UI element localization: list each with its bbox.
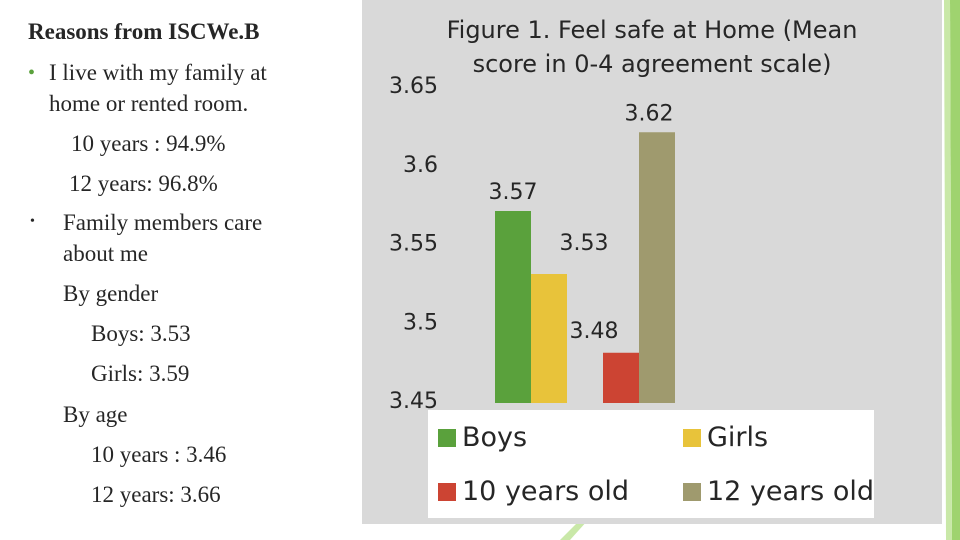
bar-10-years-old [603,352,639,403]
stat-12-years: 12 years: 96.8% [69,171,218,196]
data-label-boys: 3.57 [489,180,538,205]
chart-title-line-1: Figure 1. Feel safe at Home (Mean [447,16,858,44]
y-tick-label: 3.65 [389,74,438,99]
age-10-score: 10 years : 3.46 [91,442,227,467]
legend-12-years-label: 12 years old [707,476,874,507]
y-tick-label: 3.6 [403,153,438,178]
legend-boys-label: Boys [462,422,528,453]
boys-score: Boys: 3.53 [91,321,191,346]
legend-12-years: 12 years old [683,476,874,507]
legend-girls-swatch [683,428,701,447]
legend-12-years-swatch [683,482,701,501]
legend-girls-label: Girls [707,422,769,453]
bullet-icon: • [30,214,35,229]
legend-10-years-swatch [438,482,456,501]
bar-boys [495,211,531,403]
reasons-text-panel: Reasons from ISCWe.B • I live with my fa… [0,0,355,540]
y-tick-label: 3.55 [389,232,438,257]
legend-10-years-label: 10 years old [462,476,629,507]
girls-score: Girls: 3.59 [91,361,190,386]
by-age-label: By age [63,402,128,427]
legend-girls: Girls [683,422,768,453]
bar-12-years-old [639,132,675,403]
legend-boys: Boys [438,422,527,453]
data-label-12-years-old: 3.62 [625,101,674,126]
stat-10-years: 10 years : 94.9% [71,131,226,156]
bar-chart-panel: Figure 1. Feel safe at Home (Mean score … [362,0,942,524]
chart-title-line-2: score in 0-4 agreement scale) [473,50,832,78]
bullet-family-home: I live with my family at [49,60,267,85]
bullet-family-care-cont: about me [63,241,148,266]
bar-girls [531,274,567,403]
legend-10-years: 10 years old [438,476,629,507]
age-12-score: 12 years: 3.66 [91,482,221,507]
y-tick-label: 3.45 [389,389,438,414]
bullet-family-home-cont: home or rented room. [49,91,249,116]
data-label-girls: 3.53 [560,231,609,256]
chart-legend: Boys Girls 10 years old 12 years old [428,410,874,518]
bar-chart: Figure 1. Feel safe at Home (Mean score … [389,16,858,414]
by-gender-label: By gender [63,281,159,306]
y-tick-label: 3.5 [403,310,438,335]
data-label-10-years-old: 3.48 [570,319,619,344]
reasons-heading: Reasons from ISCWe.B [28,19,260,44]
legend-boys-swatch [438,428,456,447]
bullet-family-care: Family members care [63,210,263,235]
bullet-icon: • [28,62,36,84]
